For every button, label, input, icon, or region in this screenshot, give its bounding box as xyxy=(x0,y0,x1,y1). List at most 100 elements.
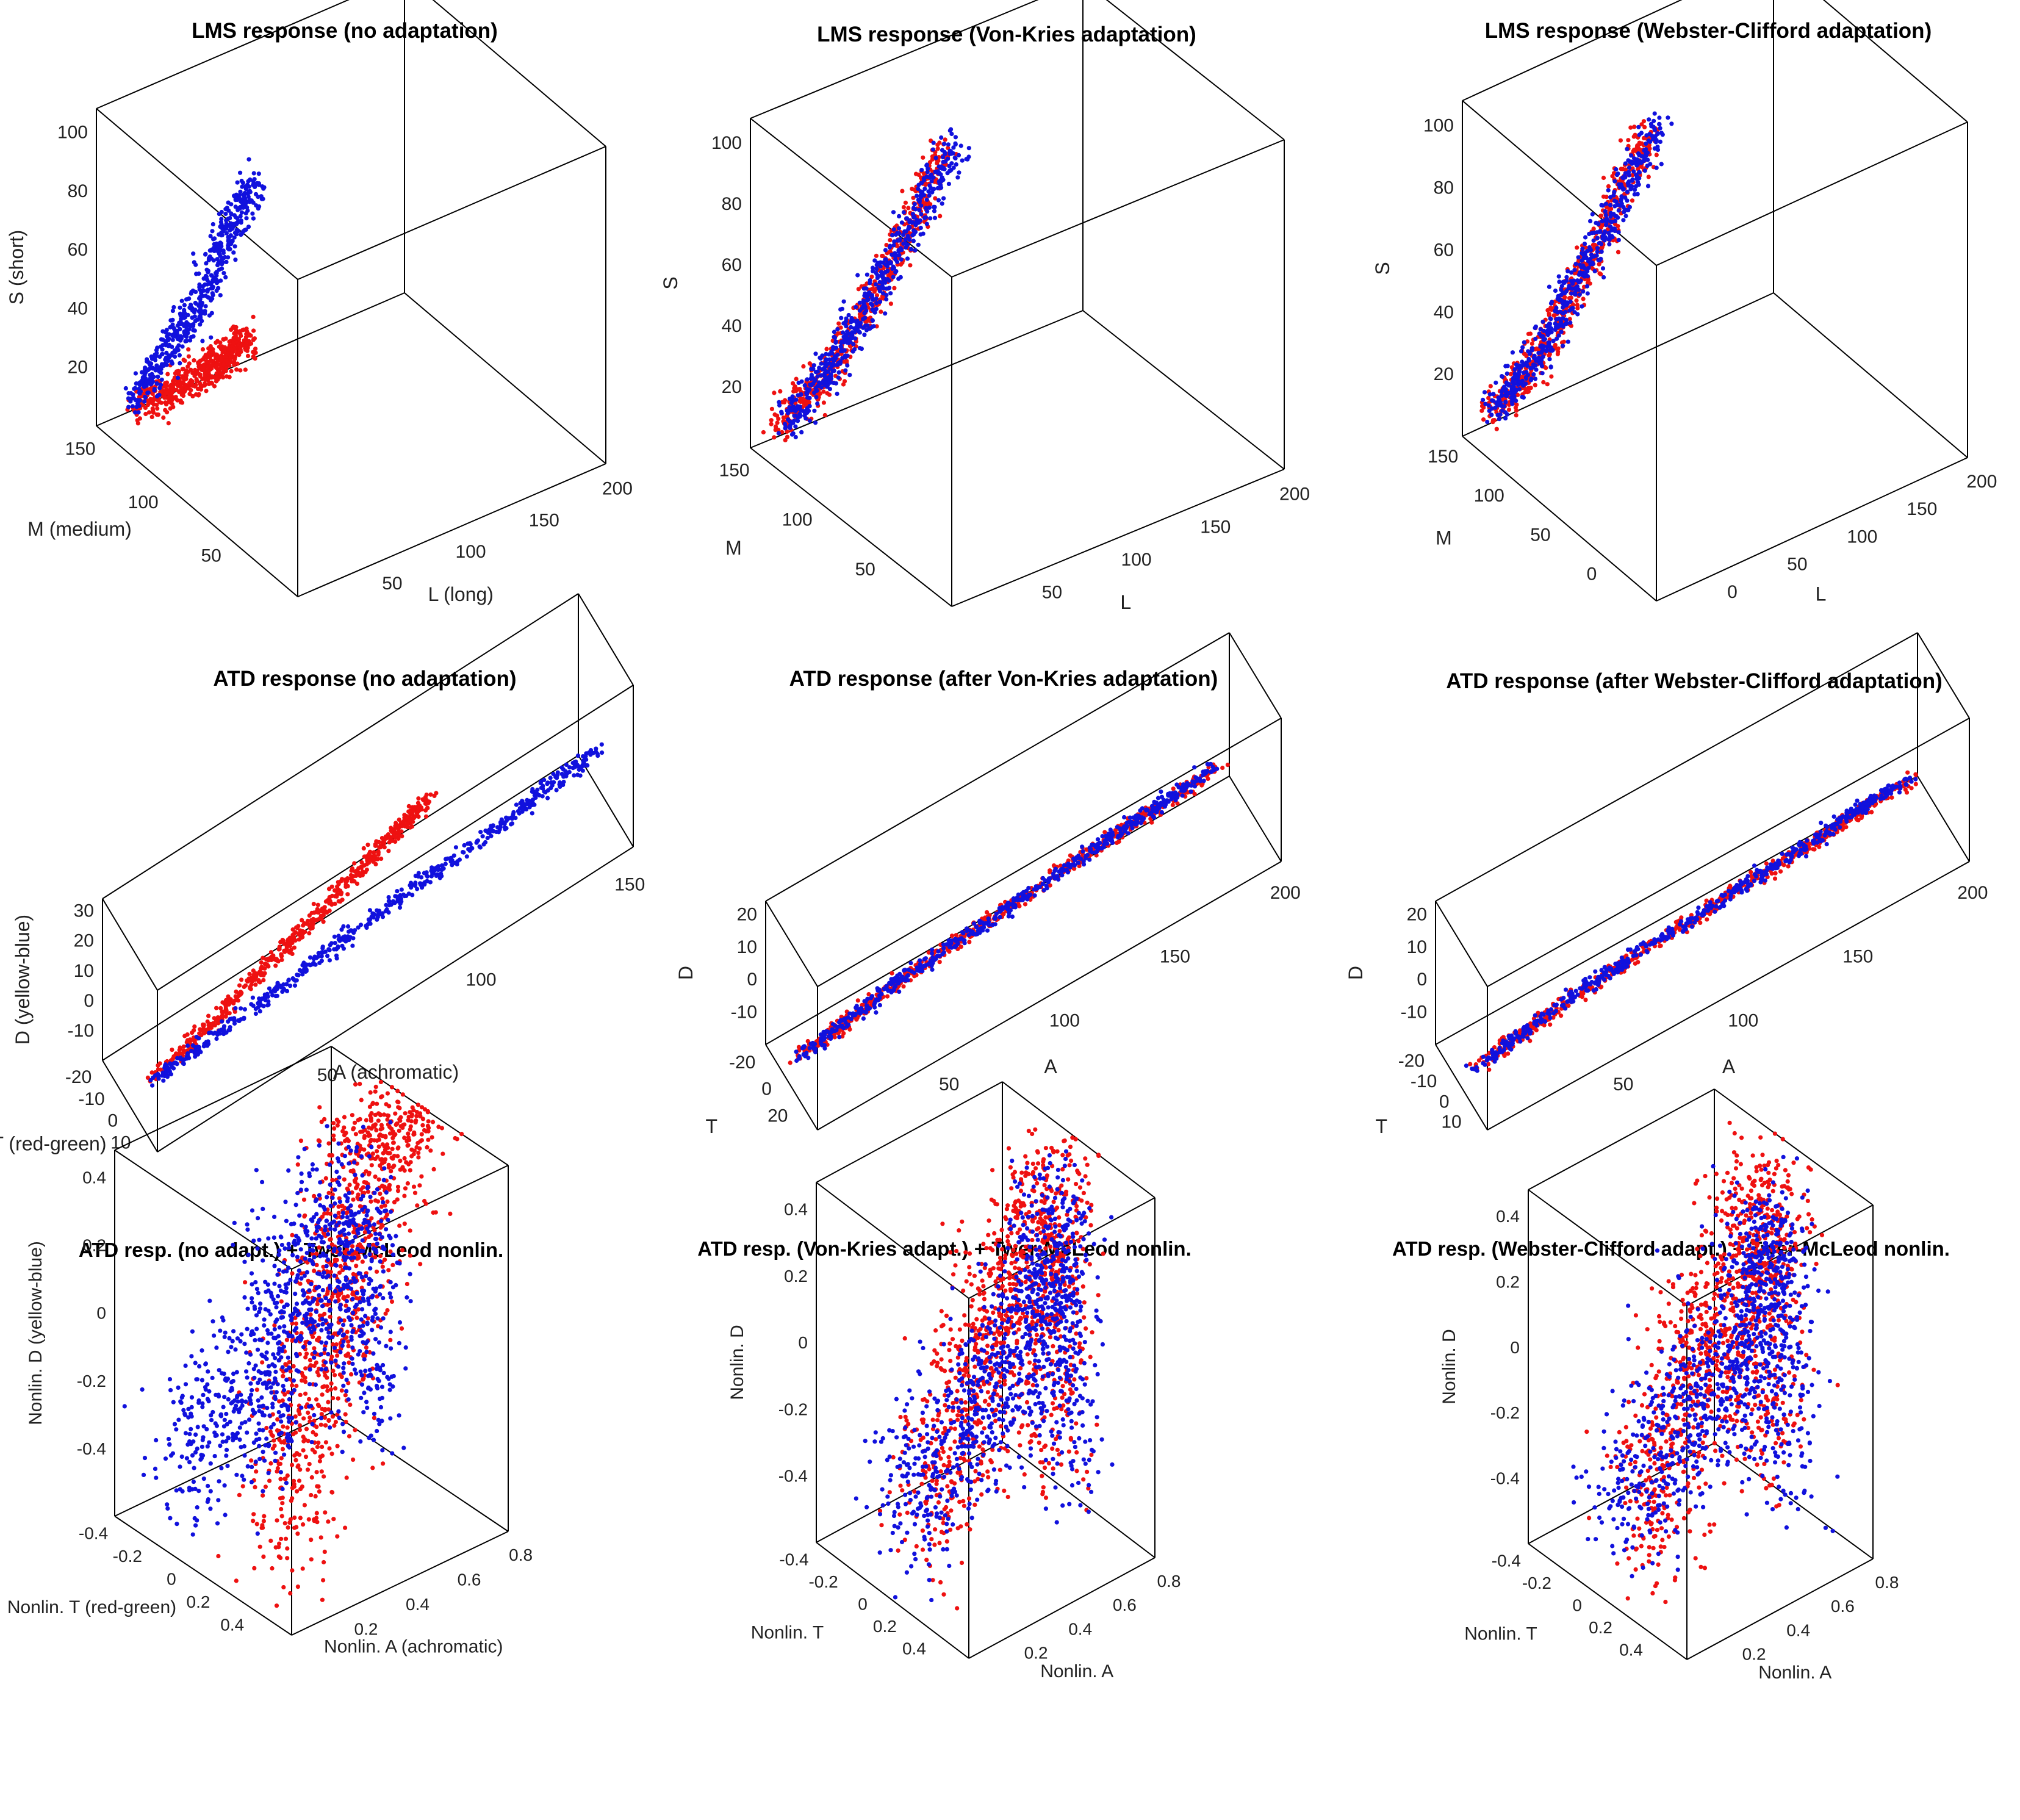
scatter-point xyxy=(196,393,201,398)
scatter-point xyxy=(549,780,554,785)
scatter-point xyxy=(157,1061,162,1066)
z-tick-label: -10 xyxy=(731,1002,757,1023)
scatter-point xyxy=(431,868,436,873)
scatter-point xyxy=(266,999,271,1004)
x-tick-label: 100 xyxy=(455,542,486,562)
scatter-point xyxy=(1577,292,1582,297)
scatter-point xyxy=(326,947,331,952)
scatter-point xyxy=(214,241,219,246)
scatter-point xyxy=(935,146,940,151)
z-tick-label: 80 xyxy=(722,194,742,214)
scatter-point xyxy=(1556,274,1561,279)
scatter-point xyxy=(350,943,355,948)
scatter-point xyxy=(325,954,330,959)
z-tick-label: 100 xyxy=(1423,116,1454,136)
scatter-point xyxy=(284,988,290,993)
scatter-point xyxy=(599,742,604,747)
scatter-point xyxy=(1575,245,1580,250)
scatter-point xyxy=(265,1003,270,1008)
scatter-point xyxy=(1588,218,1593,223)
axes-box xyxy=(1462,0,1968,602)
scatter-point xyxy=(184,376,189,381)
scatter-point xyxy=(1510,392,1515,397)
scatter-point xyxy=(895,231,900,236)
scatter-point xyxy=(1597,241,1601,246)
scatter-point xyxy=(247,198,252,203)
scatter-point xyxy=(241,327,246,333)
scatter-point xyxy=(947,149,952,155)
panel-lms-no-adaptation: LMS response (no adaptation)501001502005… xyxy=(5,0,633,605)
scatter-point xyxy=(564,762,569,767)
scatter-point xyxy=(409,885,414,890)
scatter-point xyxy=(389,829,394,833)
scatter-point xyxy=(295,926,300,930)
scatter-point xyxy=(1514,413,1519,418)
scatter-point xyxy=(1533,336,1538,342)
scatter-point xyxy=(151,410,156,415)
scatter-point xyxy=(253,356,257,361)
scatter-point xyxy=(870,318,875,323)
scatter-point xyxy=(1514,402,1519,407)
scatter-point xyxy=(178,313,183,318)
scatter-point xyxy=(206,346,211,351)
scatter-point xyxy=(203,273,208,278)
scatter-point xyxy=(332,901,337,906)
scatter-point xyxy=(198,387,204,392)
scatter-point xyxy=(170,333,175,339)
scatter-point xyxy=(157,386,162,390)
scatter-point xyxy=(207,355,212,360)
scatter-point xyxy=(1628,125,1633,130)
scatter-point xyxy=(803,416,808,421)
y-tick-label: -10 xyxy=(78,1089,104,1109)
scatter-point xyxy=(1621,187,1626,192)
scatter-point xyxy=(1533,324,1538,329)
box-edge xyxy=(578,593,634,686)
scatter-point xyxy=(921,231,926,236)
scatter-point xyxy=(1503,416,1508,421)
scatter-point xyxy=(209,248,214,253)
scatter-point xyxy=(246,976,251,981)
scatter-point xyxy=(154,394,160,399)
scatter-point xyxy=(207,380,212,385)
scatter-point xyxy=(1520,395,1525,400)
scatter-point xyxy=(555,772,560,777)
scatter-point xyxy=(181,1044,186,1049)
scatter-point xyxy=(896,276,901,281)
scatter-point xyxy=(251,337,256,342)
scatter-point xyxy=(1614,200,1619,204)
scatter-point xyxy=(148,373,153,378)
scatter-point xyxy=(218,240,223,245)
scatter-point xyxy=(879,309,883,314)
scatter-point xyxy=(478,830,483,835)
scatter-point xyxy=(388,839,393,844)
scatter-point xyxy=(921,155,926,160)
scatter-point xyxy=(336,937,341,942)
scatter-point xyxy=(478,845,483,850)
scatter-point xyxy=(1501,404,1507,409)
scatter-point xyxy=(819,361,824,366)
scatter-point xyxy=(852,347,857,352)
scatter-point xyxy=(1500,392,1504,398)
scatter-point xyxy=(864,272,869,277)
scatter-point xyxy=(233,1006,238,1011)
scatter-point xyxy=(239,210,244,215)
scatter-point xyxy=(533,795,538,800)
scatter-point xyxy=(186,347,191,352)
scatter-point xyxy=(480,834,485,839)
scatter-point xyxy=(180,374,185,379)
scatter-point xyxy=(1646,138,1651,143)
scatter-point xyxy=(877,300,883,304)
z-tick-label: 40 xyxy=(1434,302,1454,322)
scatter-point xyxy=(827,376,832,381)
scatter-point xyxy=(1608,203,1612,207)
scatter-point xyxy=(985,910,990,915)
scatter-point xyxy=(1503,410,1508,415)
scatter-point xyxy=(1625,146,1630,151)
scatter-point xyxy=(235,361,240,366)
scatter-point xyxy=(181,1062,186,1066)
scatter-point xyxy=(210,291,215,296)
scatter-point xyxy=(1497,417,1501,422)
scatter-point xyxy=(1545,331,1550,336)
scatter-point xyxy=(206,1026,211,1031)
scatter-point xyxy=(1536,350,1541,356)
